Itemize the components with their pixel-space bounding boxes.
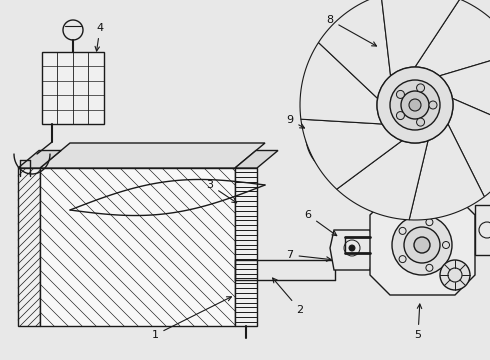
Circle shape bbox=[426, 264, 433, 271]
Text: 5: 5 bbox=[415, 304, 422, 340]
Circle shape bbox=[349, 245, 355, 251]
Circle shape bbox=[320, 107, 376, 163]
Polygon shape bbox=[475, 205, 490, 255]
Polygon shape bbox=[415, 0, 490, 76]
Circle shape bbox=[401, 91, 429, 119]
Circle shape bbox=[377, 67, 453, 143]
Polygon shape bbox=[370, 195, 475, 295]
Polygon shape bbox=[42, 52, 104, 124]
Polygon shape bbox=[40, 168, 235, 326]
Circle shape bbox=[392, 215, 452, 275]
Polygon shape bbox=[235, 150, 278, 168]
Circle shape bbox=[414, 237, 430, 253]
Circle shape bbox=[442, 242, 449, 248]
Polygon shape bbox=[330, 230, 374, 270]
Circle shape bbox=[416, 84, 424, 92]
Text: 4: 4 bbox=[95, 23, 103, 51]
Text: 8: 8 bbox=[326, 15, 376, 46]
Circle shape bbox=[306, 93, 390, 177]
Circle shape bbox=[399, 256, 406, 262]
Circle shape bbox=[334, 121, 362, 149]
Polygon shape bbox=[40, 143, 265, 168]
Circle shape bbox=[440, 260, 470, 290]
Text: 1: 1 bbox=[151, 297, 231, 340]
Text: 6: 6 bbox=[304, 210, 337, 236]
Circle shape bbox=[399, 228, 406, 234]
Polygon shape bbox=[318, 0, 391, 98]
Text: 3: 3 bbox=[206, 180, 237, 203]
Polygon shape bbox=[381, 0, 460, 76]
Circle shape bbox=[63, 20, 83, 40]
Polygon shape bbox=[235, 168, 257, 326]
Circle shape bbox=[409, 99, 421, 111]
Polygon shape bbox=[448, 98, 490, 197]
Circle shape bbox=[342, 129, 354, 141]
Circle shape bbox=[396, 90, 404, 98]
Text: 7: 7 bbox=[287, 250, 331, 261]
Polygon shape bbox=[18, 168, 40, 326]
Circle shape bbox=[396, 112, 404, 120]
Polygon shape bbox=[18, 150, 61, 168]
Circle shape bbox=[404, 227, 440, 263]
Circle shape bbox=[429, 101, 437, 109]
Polygon shape bbox=[337, 141, 428, 220]
Text: 2: 2 bbox=[272, 278, 304, 315]
Polygon shape bbox=[440, 53, 490, 131]
Circle shape bbox=[426, 219, 433, 226]
Circle shape bbox=[390, 80, 440, 130]
Circle shape bbox=[416, 118, 424, 126]
Polygon shape bbox=[300, 42, 382, 124]
Polygon shape bbox=[301, 119, 402, 189]
Text: 9: 9 bbox=[287, 115, 304, 128]
Polygon shape bbox=[409, 124, 484, 220]
